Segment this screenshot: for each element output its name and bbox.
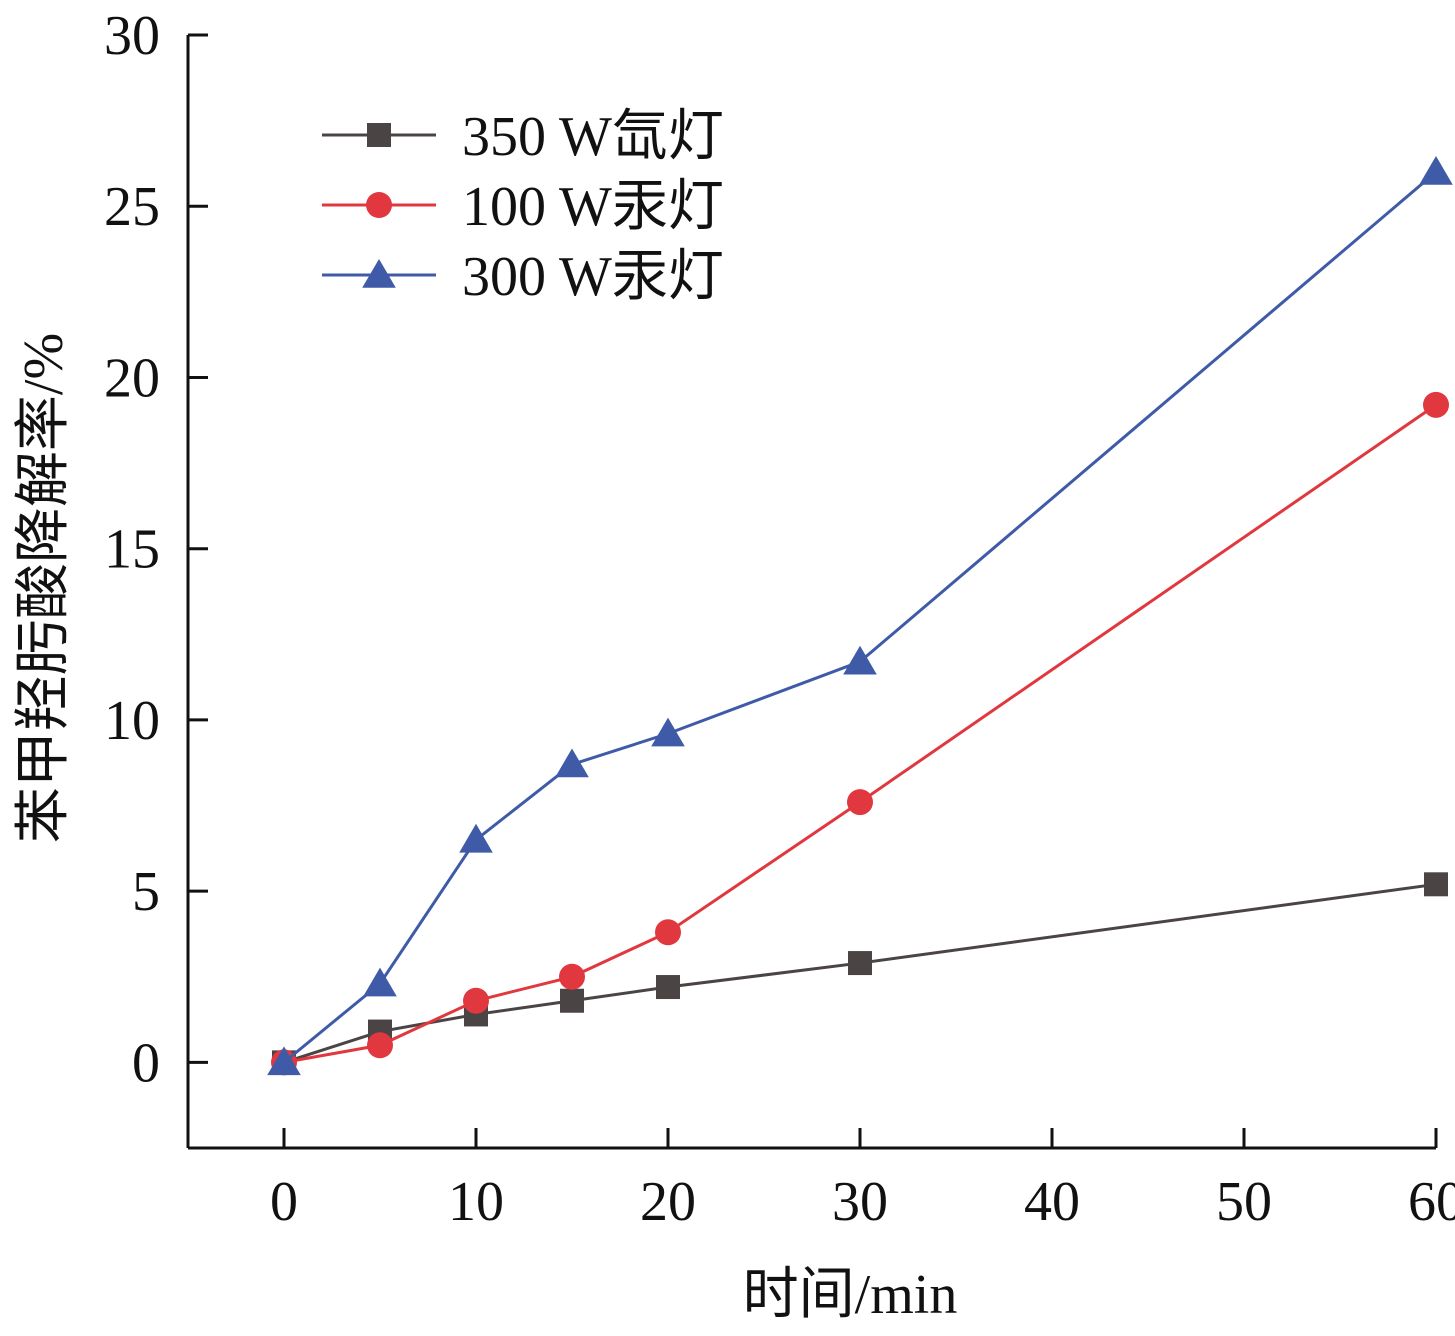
legend-entry: 350 W氙灯 (322, 106, 724, 168)
legend-label: 300 W汞灯 (462, 246, 724, 308)
y-axis-ticks: 0 5 10 15 20 25 30 (104, 5, 208, 1094)
x-axis-ticks: 0 10 20 30 40 50 60 (270, 1128, 1455, 1233)
data-point (363, 967, 397, 997)
data-point (655, 919, 681, 946)
data-point (463, 987, 489, 1014)
y-tick-label: 5 (132, 861, 160, 923)
series-3 (267, 155, 1453, 1076)
data-point (656, 975, 680, 1000)
data-point (555, 748, 589, 778)
x-tick-label: 30 (832, 1171, 888, 1233)
x-axis-title: 时间/min (743, 1264, 958, 1326)
series-layer (267, 155, 1453, 1076)
data-point (1419, 155, 1453, 185)
legend-marker (362, 259, 396, 288)
y-tick-label: 25 (104, 176, 160, 238)
series-line (283, 170, 1437, 1064)
legend-label: 100 W汞灯 (462, 176, 724, 238)
legend-marker (367, 123, 391, 147)
x-tick-label: 10 (448, 1171, 504, 1233)
data-point (459, 823, 493, 853)
data-point (651, 717, 685, 747)
data-point (843, 645, 877, 675)
y-tick-label: 10 (104, 690, 160, 752)
legend-marker (366, 192, 392, 218)
legend-label: 350 W氙灯 (462, 106, 724, 168)
y-tick-label: 15 (104, 519, 160, 581)
y-tick-label: 30 (104, 5, 160, 67)
data-point (560, 988, 584, 1013)
data-point (367, 1032, 393, 1059)
x-tick-label: 40 (1024, 1171, 1080, 1233)
series-1 (272, 872, 1448, 1075)
legend: 350 W氙灯 100 W汞灯 300 W汞灯 (322, 106, 724, 308)
legend-entry: 300 W汞灯 (322, 246, 724, 308)
axes (186, 35, 1436, 1150)
y-tick-label: 20 (104, 347, 160, 409)
data-point (1423, 391, 1449, 418)
y-tick-label: 0 (132, 1032, 160, 1094)
data-point (267, 1046, 301, 1076)
x-tick-label: 20 (640, 1171, 696, 1233)
data-point (847, 789, 873, 816)
x-tick-label: 0 (270, 1171, 298, 1233)
x-tick-label: 50 (1216, 1171, 1272, 1233)
x-tick-label: 60 (1408, 1171, 1455, 1233)
legend-entry: 100 W汞灯 (322, 176, 724, 238)
data-point (1424, 872, 1448, 897)
data-point (559, 963, 585, 990)
y-axis-title: 苯甲羟肟酸降解率/% (13, 333, 75, 843)
data-point (848, 951, 872, 976)
